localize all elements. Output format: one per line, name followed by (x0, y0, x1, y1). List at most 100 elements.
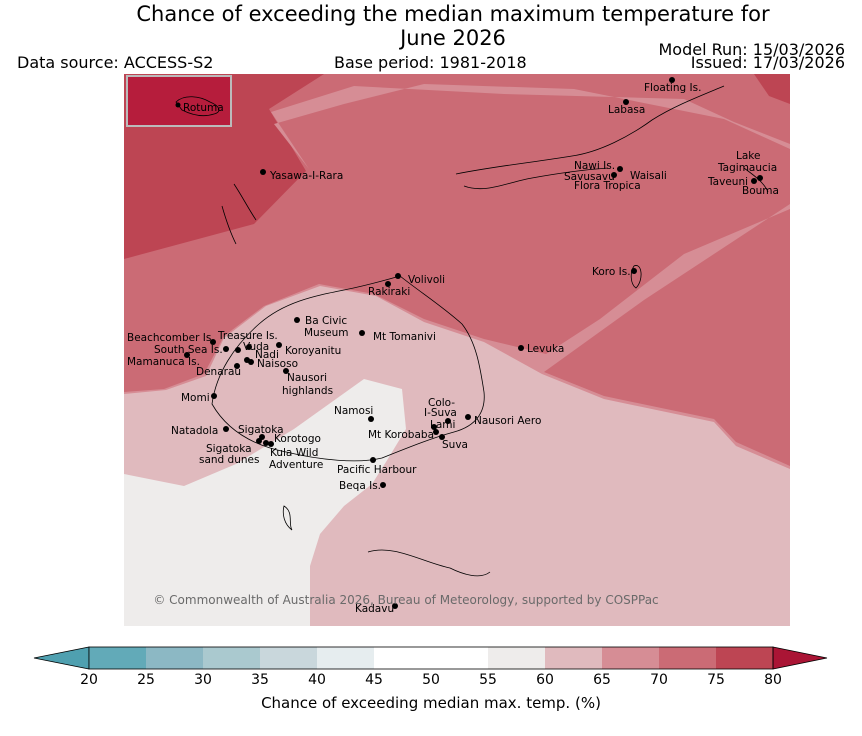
place-label: Rakiraki (368, 286, 410, 298)
colorbar (33, 646, 828, 670)
place-label: Volivoli (408, 274, 445, 286)
place-label: Mamanuca Is. (127, 356, 200, 368)
place-marker (283, 368, 289, 374)
place-label: Mt Korobaba (368, 429, 434, 441)
place-label: Sigatoka (238, 424, 284, 436)
place-marker (248, 359, 254, 365)
place-label: Naisoso (257, 358, 298, 370)
place-marker (294, 317, 300, 323)
place-label: South Sea Is. (154, 344, 223, 356)
zone-55-60 (124, 379, 406, 626)
place-marker (631, 268, 637, 274)
place-label: Namosi (334, 405, 373, 417)
place-label: Sigatoka (206, 443, 252, 455)
colorbar-label: Chance of exceeding median max. temp. (%… (261, 694, 601, 712)
place-label: Mt Tomanivi (373, 331, 436, 343)
place-marker (234, 363, 240, 369)
place-marker (263, 440, 269, 446)
colorbar-tick-label: 55 (479, 672, 497, 688)
place-marker (617, 166, 623, 172)
place-label: Ba Civic (305, 315, 347, 327)
place-label: Korotogo (274, 433, 321, 445)
vanua-levu-coast (455, 85, 725, 175)
beqa-coast (282, 505, 293, 531)
place-label: Labasa (608, 104, 645, 116)
colorbar-segment (260, 647, 317, 669)
place-label: Denarau (196, 366, 241, 378)
rotuma-marker (175, 102, 181, 108)
probability-map: Rotuma Floating Is. Labasa Yasawa-I-Rara Na… (124, 74, 790, 626)
colorbar-segment (89, 647, 146, 669)
colorbar-segment (203, 647, 260, 669)
place-marker (184, 352, 190, 358)
place-label: Suva (442, 439, 468, 451)
yasawa-coast (221, 183, 257, 245)
place-label: Lami (430, 419, 455, 431)
colorbar-tick-label: 80 (764, 672, 782, 688)
place-label: Levuka (527, 343, 564, 355)
place-label: Nadi (255, 349, 279, 361)
zone-75-80-east (754, 74, 790, 104)
place-marker (757, 175, 763, 181)
place-label: Koro Is. (592, 266, 631, 278)
place-marker (268, 441, 274, 447)
rotuma-label: Rotuma (183, 102, 224, 114)
place-label: Taveuni (707, 176, 748, 188)
map-title: Chance of exceeding the median maximum t… (0, 2, 862, 50)
place-label: Natadola (171, 425, 218, 437)
issued-date: Issued: 17/03/2026 (690, 53, 845, 72)
colorbar-segment (317, 647, 374, 669)
place-marker (246, 344, 252, 350)
place-label: Nawi Is. (574, 160, 615, 172)
place-marker (445, 418, 451, 424)
place-label: Kadavu (355, 603, 394, 615)
colorbar-tick-label: 30 (194, 672, 212, 688)
place-label: I-Suva (424, 407, 457, 419)
kadavu-coast (367, 549, 491, 577)
colorbar-segment (659, 647, 716, 669)
rotuma-inset (126, 75, 232, 127)
place-label: Pacific Harbour (337, 464, 417, 476)
data-source: Data source: ACCESS-S2 (17, 53, 214, 72)
colorbar-tick-label: 40 (308, 672, 326, 688)
place-label: Nausori Aero (474, 415, 541, 427)
colorbar-tick-label: 20 (80, 672, 98, 688)
place-marker (465, 414, 471, 420)
place-marker (623, 99, 629, 105)
base-period: Base period: 1981-2018 (334, 53, 527, 72)
place-marker (223, 426, 229, 432)
model-run: Model Run: 15/03/2026 (658, 40, 846, 59)
place-marker (385, 281, 391, 287)
place-marker (611, 172, 617, 178)
place-label: Treasure Is. (217, 330, 278, 342)
colorbar-tick-label: 75 (707, 672, 725, 688)
place-label: Waisali (630, 170, 667, 182)
place-marker (276, 342, 282, 348)
place-marker (210, 339, 216, 345)
place-label: Lake (736, 150, 760, 162)
place-marker (235, 347, 241, 353)
place-marker (359, 330, 365, 336)
place-label: Floating Is. (644, 82, 701, 94)
place-label: Colo- (428, 397, 455, 409)
colorbar-tick-label: 25 (137, 672, 155, 688)
place-label: Vuda (243, 341, 269, 353)
place-label: Beqa Is. (339, 480, 381, 492)
place-marker (380, 482, 386, 488)
place-marker (751, 178, 757, 184)
colorbar-tick-label: 70 (650, 672, 668, 688)
colorbar-segment (431, 647, 488, 669)
place-label: Tagimaucia (717, 162, 777, 174)
place-marker (256, 438, 262, 444)
colorbar-tick-label: 35 (251, 672, 269, 688)
colorbar-tick-label: 45 (365, 672, 383, 688)
place-marker (370, 457, 376, 463)
copyright: © Commonwealth of Australia 2026, Bureau… (153, 593, 658, 607)
colorbar-segment (488, 647, 545, 669)
place-marker (260, 169, 266, 175)
colorbar-segments (33, 646, 828, 670)
place-marker (368, 416, 374, 422)
place-marker (439, 434, 445, 440)
colorbar-segment (374, 647, 431, 669)
place-marker (518, 345, 524, 351)
